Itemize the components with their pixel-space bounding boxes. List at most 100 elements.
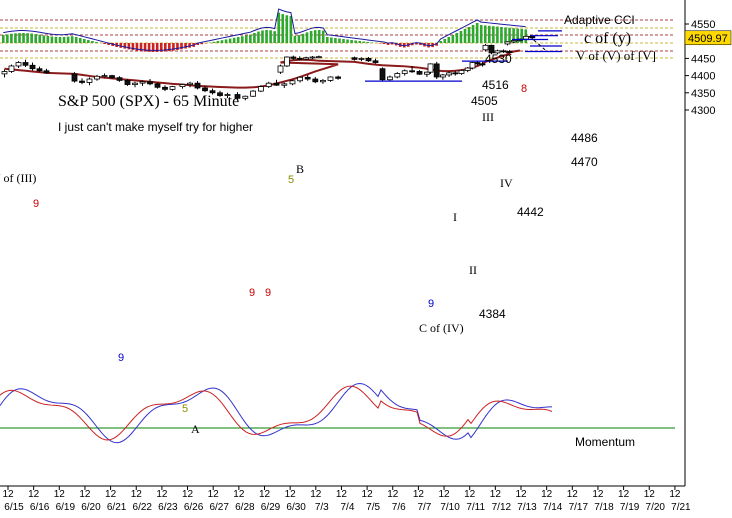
cci-bar-positive	[245, 35, 248, 43]
cci-bar-negative	[107, 43, 110, 45]
candle-down	[409, 70, 416, 73]
x-axis: 126/15126/16126/19126/20126/21126/22126/…	[2, 486, 691, 513]
cci-bar-positive	[224, 39, 228, 43]
x-sub-label: 12	[28, 489, 40, 500]
cci-bar-positive	[342, 39, 345, 43]
cci-bar-positive	[297, 35, 301, 43]
cci-bar-positive	[467, 27, 471, 43]
x-sub-label: 12	[131, 489, 143, 500]
cci-bar-positive	[261, 30, 264, 43]
cci-bar-negative	[200, 43, 204, 45]
cci-bar-positive	[443, 39, 447, 43]
candle-up	[250, 90, 257, 97]
cci-bar-positive	[321, 30, 325, 43]
cci-bar-positive	[463, 29, 467, 43]
td-count-9: 9	[428, 298, 434, 310]
td-count-5: 5	[288, 174, 294, 186]
candle-up	[187, 82, 193, 85]
cci-bar-positive	[313, 30, 317, 43]
td-count-5: 5	[182, 403, 188, 415]
candle-up	[86, 78, 93, 83]
chart-labels: S&P 500 (SPX) - 65 Minute I just can't ma…	[0, 13, 656, 449]
x-date-label: 7/21	[671, 502, 691, 513]
cci-bar-negative	[127, 43, 131, 50]
x-date-label: 7/19	[620, 502, 640, 513]
momentum-panel	[0, 382, 675, 444]
x-date-label: 6/16	[30, 502, 50, 513]
cci-bar-positive	[30, 33, 33, 43]
x-date-label: 6/19	[56, 502, 76, 513]
cci-bar-positive	[516, 28, 519, 43]
candle-down	[154, 83, 161, 88]
cci-bar-negative	[159, 43, 163, 52]
cci-bar-positive	[18, 33, 21, 43]
cci-bar-positive	[459, 31, 463, 43]
candle-up	[319, 80, 326, 83]
candle-down	[335, 76, 342, 79]
cci-bar-positive	[439, 41, 442, 43]
candle-down	[194, 82, 201, 89]
cci-bar-negative	[168, 43, 171, 52]
cci-bar-negative	[131, 43, 135, 51]
candle-down	[79, 80, 85, 83]
cci-bar-positive	[216, 41, 220, 43]
x-date-label: 6/29	[261, 502, 281, 513]
last-price-tag	[684, 30, 732, 46]
cci-bar-positive	[6, 34, 9, 43]
projection-path	[528, 35, 546, 51]
candle-up	[315, 56, 322, 59]
cci-bar-positive	[455, 33, 459, 43]
x-sub-label: 12	[336, 489, 348, 500]
cci-subtitle: c of (y)	[584, 30, 631, 47]
candle-down	[71, 73, 78, 82]
cci-bar-positive	[212, 41, 216, 43]
cci-bar-negative	[411, 43, 414, 46]
x-date-label: 6/20	[81, 502, 101, 513]
annotation-level: 4486	[571, 131, 598, 145]
cci-bar-negative	[135, 43, 139, 51]
cci-bar-positive	[520, 29, 523, 43]
x-sub-label: 12	[618, 489, 630, 500]
x-date-label: 6/22	[133, 502, 153, 513]
candle-up	[169, 86, 176, 90]
cci-bar-positive	[475, 23, 479, 43]
candles	[1, 35, 536, 101]
cci-bar-positive	[87, 40, 90, 43]
x-date-label: 7/11	[466, 502, 485, 513]
candle-down	[22, 62, 29, 66]
cci-bar-positive	[232, 37, 236, 43]
x-sub-label: 12	[362, 489, 374, 500]
x-sub-label: 12	[2, 489, 14, 500]
cci-bar-positive	[26, 33, 29, 43]
annotation-level: 4442	[517, 205, 544, 219]
candle-up	[401, 70, 408, 74]
cci-bar-positive	[366, 42, 370, 43]
cci-bar-positive	[471, 25, 475, 43]
momentum-title: Momentum	[575, 435, 635, 449]
cci-bar-negative	[147, 43, 151, 52]
td-count-9: 9	[118, 352, 124, 364]
x-sub-label: 12	[438, 489, 450, 500]
cci-bar-negative	[155, 43, 159, 52]
x-date-label: 7/14	[543, 502, 563, 513]
cci-bar-negative	[164, 43, 167, 52]
cci-bar-positive	[253, 33, 256, 43]
candle-down	[124, 80, 131, 85]
x-sub-label: 12	[54, 489, 66, 500]
cci-bar-negative	[419, 43, 422, 46]
candle-up	[283, 56, 290, 67]
x-date-label: 6/26	[184, 502, 204, 513]
candle-down	[234, 94, 241, 99]
cci-bar-positive	[58, 36, 62, 43]
annotation-wave: B	[296, 162, 304, 176]
cci-bar-positive	[451, 35, 455, 43]
cci-bar-positive	[496, 26, 499, 43]
candle-down	[217, 92, 223, 96]
candle-up	[523, 35, 529, 40]
x-date-label: 6/30	[286, 502, 306, 513]
cci-bar-negative	[196, 43, 199, 45]
candle-up	[8, 65, 15, 72]
candle-down	[488, 44, 495, 54]
candle-down	[379, 68, 386, 81]
cci-bar-negative	[382, 43, 386, 44]
